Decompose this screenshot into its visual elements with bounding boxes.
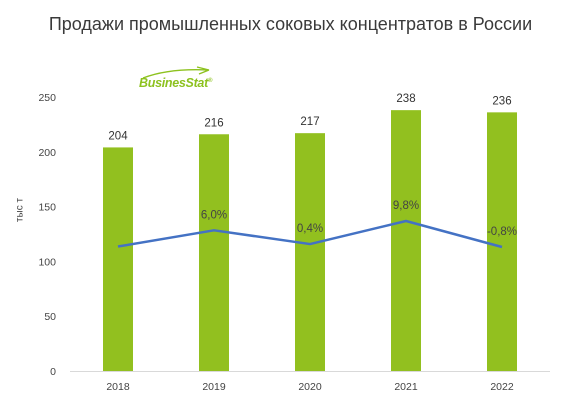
growth-label: 6,0% [201,209,227,221]
growth-label: 9,8% [393,200,419,212]
bar-value-label: 217 [300,116,319,128]
bar-value-label: 238 [396,93,415,105]
chart-title: Продажи промышленных соковых концентрато… [48,14,533,34]
bar-value-label: 216 [204,117,223,129]
x-tick-label: 2018 [106,381,130,393]
x-tick-label: 2020 [298,381,322,393]
bar [103,147,133,371]
y-tick-label: 0 [50,366,56,378]
bar [199,134,229,371]
logo-text: BusinesStat® [139,76,213,90]
y-tick-label: 250 [38,92,56,104]
bar [391,110,421,371]
growth-line [117,219,503,249]
growth-label: -0,8% [487,226,517,238]
bar-value-label: 204 [108,130,128,142]
x-tick-label: 2019 [202,381,226,393]
businesstat-logo: BusinesStat® [139,66,229,96]
bar [487,112,517,372]
y-tick-label: 150 [38,202,56,214]
x-tick-label: 2021 [394,381,418,393]
bar-value-label: 236 [492,95,511,107]
logo-swoosh-icon [142,66,210,79]
y-tick-label: 200 [38,147,56,159]
x-tick-label: 2022 [490,381,514,393]
growth-label: 0,4% [297,223,323,235]
y-tick-label: 100 [38,256,56,268]
y-tick-label: 50 [44,311,56,323]
bar [295,133,325,371]
